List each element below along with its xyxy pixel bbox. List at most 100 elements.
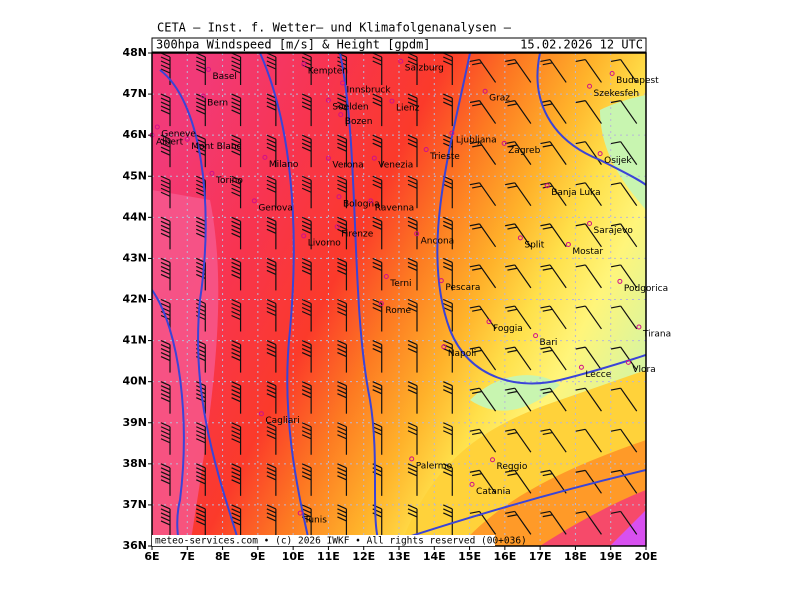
barb-flag <box>372 512 382 518</box>
city-label: Innsbruck <box>347 85 392 95</box>
barb-flag <box>196 97 206 103</box>
barb-flag <box>266 310 277 317</box>
barb-flag <box>610 510 621 514</box>
barb-flag <box>337 183 347 189</box>
barb-flag <box>196 60 206 66</box>
barb-flag <box>301 175 312 181</box>
city-dot <box>617 278 623 284</box>
barb-flag <box>266 228 277 234</box>
wind-barb <box>443 463 453 496</box>
barb-flag <box>266 56 277 62</box>
wind-barb <box>266 52 277 85</box>
barb-flag <box>337 471 347 477</box>
barb-shaft <box>479 387 497 412</box>
barb-flag <box>469 428 480 432</box>
barb-flag <box>266 344 277 350</box>
wind-barb <box>540 387 567 412</box>
wind-barb <box>575 346 602 371</box>
barb-flag <box>266 101 277 107</box>
barb-flag <box>301 93 312 99</box>
wind-barb <box>407 463 418 496</box>
barb-shaft <box>514 511 532 535</box>
wind-barb <box>372 340 383 373</box>
barb-flag <box>160 175 171 181</box>
barb-flag <box>160 344 171 350</box>
barb-flag <box>301 261 312 267</box>
barb-flag <box>160 340 171 346</box>
city-label: Kempten <box>308 67 348 77</box>
wind-barb <box>160 381 171 414</box>
wind-barb <box>337 93 348 127</box>
barb-flag <box>540 264 551 268</box>
barb-flag <box>372 224 382 230</box>
wind-barb <box>469 346 497 371</box>
barb-flag <box>301 101 312 107</box>
barb-flag <box>266 508 277 514</box>
barb-flag <box>575 469 586 473</box>
wind-barb <box>160 340 171 373</box>
barb-flag <box>542 62 553 66</box>
barb-flag <box>196 430 206 436</box>
barb-flag <box>540 223 551 227</box>
barb-flag <box>266 393 277 399</box>
barb-flag <box>372 348 382 354</box>
city-dot <box>371 155 377 161</box>
barb-flag <box>231 224 241 230</box>
barb-flag <box>231 302 241 309</box>
barb-flag <box>266 261 277 267</box>
barb-shaft <box>479 428 497 453</box>
wind-barb <box>540 346 567 371</box>
wind-barb <box>575 141 602 165</box>
wind-barb <box>469 58 497 83</box>
wind-barb <box>540 141 567 165</box>
barb-shaft <box>514 223 532 248</box>
barb-flag <box>231 68 241 74</box>
city-label: Venezia <box>378 161 413 171</box>
barb-flag <box>266 216 277 222</box>
barb-shaft <box>479 470 497 494</box>
barb-flag <box>372 134 382 140</box>
barb-flag <box>337 434 347 440</box>
barb-flag <box>505 387 515 391</box>
city-dot <box>262 154 268 160</box>
barb-flag <box>443 348 453 354</box>
barb-flag <box>266 265 277 271</box>
barb-flag <box>301 475 312 481</box>
barb-flag <box>472 267 482 271</box>
barb-flag <box>337 393 347 399</box>
barb-flag <box>160 430 171 436</box>
barb-flag <box>337 175 347 181</box>
barb-flag <box>407 134 418 140</box>
x-tick-label: 16E <box>493 550 516 563</box>
barb-shaft <box>514 346 532 371</box>
barb-flag <box>196 471 206 477</box>
wind-barb <box>505 182 532 207</box>
y-tick-label: 41N <box>122 334 147 347</box>
product: 300hpa Windspeed [m/s] & Height [gpdm] <box>156 38 431 52</box>
barb-flag <box>469 264 480 268</box>
barb-flag <box>160 187 171 193</box>
city-label: Split <box>524 240 544 250</box>
barb-flag <box>337 138 347 144</box>
barb-flag <box>337 385 347 391</box>
barb-flag <box>337 228 347 234</box>
barb-flag <box>301 393 312 399</box>
wind-barb <box>301 422 312 455</box>
wind-barb <box>160 463 171 496</box>
wind-barb <box>231 216 242 250</box>
barb-shaft <box>584 182 602 207</box>
barb-flag <box>231 397 241 403</box>
barb-flag <box>443 306 453 313</box>
barb-flag <box>160 389 171 395</box>
barb-flag <box>443 216 453 222</box>
barb-flag <box>337 187 347 193</box>
city-dot <box>441 344 447 350</box>
wind-barb <box>505 346 532 371</box>
barb-flag <box>266 183 277 189</box>
wind-barb <box>610 100 638 124</box>
city-label: Salzburg <box>405 64 444 74</box>
city-dot <box>154 124 160 130</box>
city-label: Bern <box>207 99 228 109</box>
wind-barb <box>337 381 348 414</box>
